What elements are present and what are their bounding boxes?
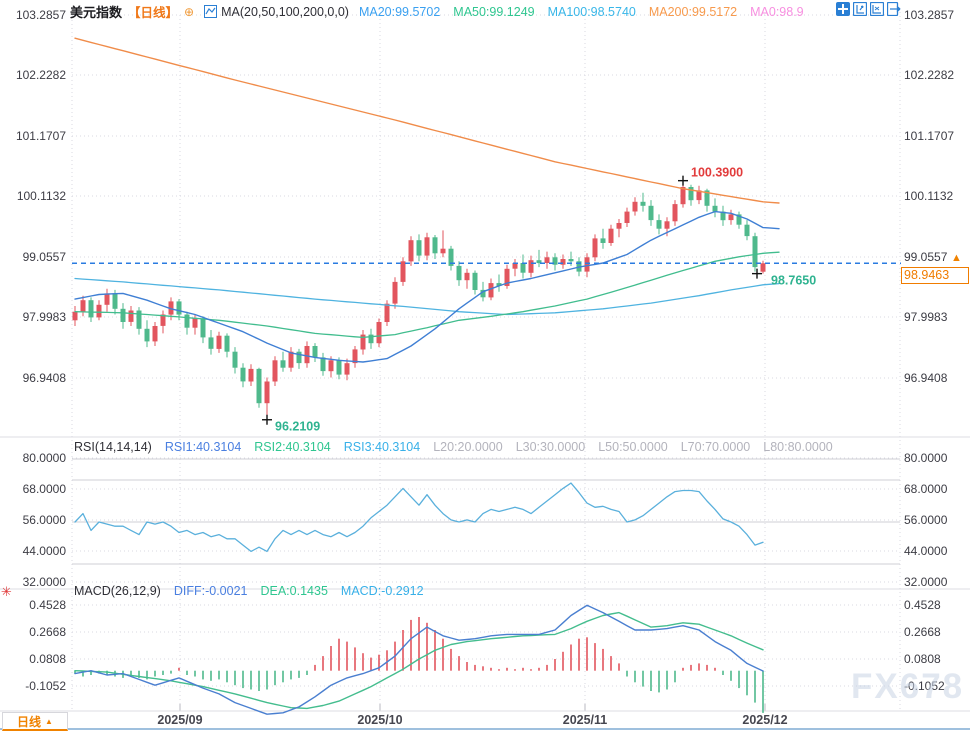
macd-axis-label-left: 0.4528 bbox=[29, 598, 66, 612]
rsi-axis-label-right: 80.0000 bbox=[904, 451, 948, 465]
rsi-axis-label-right: 68.0000 bbox=[904, 482, 948, 496]
price-axis-label-left: 101.1707 bbox=[16, 129, 66, 143]
macd-axis-label-right: 0.4528 bbox=[904, 598, 941, 612]
x-axis-zoom-icon[interactable] bbox=[870, 2, 884, 16]
ma-value-label: MA100:98.5740 bbox=[547, 4, 636, 19]
rsi-axis-label-right: 32.0000 bbox=[904, 575, 948, 589]
tab-daily[interactable]: 日线 ▲ bbox=[2, 712, 68, 731]
macd-values: DIFF:-0.0021 DEA:0.1435 MACD:-0.2912 bbox=[174, 584, 424, 598]
macd-value-label: DEA:0.1435 bbox=[260, 584, 328, 598]
current-price-box: 98.9463 bbox=[901, 267, 969, 284]
ma-indicator-icon[interactable] bbox=[204, 5, 218, 18]
rsi-level-label: L80:80.0000 bbox=[763, 440, 833, 454]
add-indicator-icon[interactable]: ⊕ bbox=[184, 4, 195, 19]
macd-axis-label-left: -0.1052 bbox=[25, 679, 66, 693]
price-axis-label-right: 103.2857 bbox=[904, 8, 954, 22]
ma-values: MA20:99.5702 MA50:99.1249 MA100:98.5740 MA2… bbox=[359, 5, 804, 19]
rsi-axis-label-left: 32.0000 bbox=[23, 575, 67, 589]
date-label: 2025/11 bbox=[563, 713, 608, 727]
price-axis-label-left: 100.1132 bbox=[17, 189, 66, 203]
date-label: 2025/12 bbox=[742, 713, 787, 727]
move-icon[interactable] bbox=[836, 2, 850, 16]
chart-controls bbox=[836, 2, 901, 16]
price-axis-label-left: 99.0557 bbox=[23, 250, 67, 264]
rsi-axis-label-left: 56.0000 bbox=[23, 513, 67, 527]
tab-arrow-icon: ▲ bbox=[45, 716, 53, 726]
price-axis-label-right: 97.9983 bbox=[904, 310, 948, 324]
extreme-cross-marker bbox=[752, 268, 762, 279]
date-label: 2025/10 bbox=[357, 713, 402, 727]
ma20-line bbox=[74, 210, 780, 363]
macd-histogram bbox=[74, 617, 764, 713]
price-axis-label-right: 100.1132 bbox=[904, 189, 953, 203]
rsi-levels: L20:20.0000 L30:30.0000 L50:50.0000 L70:70.… bbox=[433, 440, 833, 454]
shift-chart-icon[interactable] bbox=[887, 2, 901, 16]
rsi-level-label: L70:70.0000 bbox=[680, 440, 751, 454]
extreme-price-label: 96.2109 bbox=[275, 420, 320, 434]
price-axis-label-right: 99.0557 bbox=[904, 250, 948, 264]
red-asterisk-icon[interactable]: ✳ bbox=[1, 584, 12, 599]
rsi-level-label: L30:30.0000 bbox=[515, 440, 586, 454]
rsi-level-label: L50:50.0000 bbox=[598, 440, 668, 454]
extreme-cross-marker bbox=[262, 414, 272, 425]
rsi-value-label: RSI3:40.3104 bbox=[343, 440, 421, 454]
price-axis-label-left: 96.9408 bbox=[23, 371, 67, 385]
dea-line bbox=[74, 611, 764, 710]
rsi-level-label: L20:20.0000 bbox=[433, 440, 503, 454]
price-axis-label-right: 102.2282 bbox=[904, 68, 954, 82]
extreme-price-label: 100.3900 bbox=[691, 166, 743, 180]
ma-value-label: MA20:99.5702 bbox=[358, 4, 441, 19]
price-axis-label-left: 102.2282 bbox=[16, 68, 66, 82]
rsi-axis-label-left: 80.0000 bbox=[23, 451, 67, 465]
rsi-value-label: RSI1:40.3104 bbox=[164, 440, 242, 454]
rsi-axis-label-left: 44.0000 bbox=[23, 544, 67, 558]
price-axis-label-left: 103.2857 bbox=[16, 8, 66, 22]
macd-axis-label-left: 0.2668 bbox=[29, 625, 66, 639]
ma-value-label: MA0:98.9 bbox=[750, 4, 804, 19]
rsi-title: RSI(14,14,14) bbox=[74, 440, 152, 454]
ma-value-label: MA200:99.5172 bbox=[648, 4, 738, 19]
extreme-cross-marker bbox=[678, 175, 688, 186]
chart-header: 美元指数 【日线】 ⊕ MA(20,50,100,200,0,0) MA20:9… bbox=[70, 2, 804, 21]
ma100-line bbox=[74, 277, 780, 316]
macd-axis-label-right: 0.0808 bbox=[904, 652, 941, 666]
macd-axis-label-right: -0.1052 bbox=[904, 679, 945, 693]
ma50-line bbox=[74, 251, 780, 339]
bottom-border bbox=[0, 728, 970, 730]
symbol-title: 美元指数 bbox=[70, 5, 123, 20]
ma-settings-label: MA(20,50,100,200,0,0) bbox=[221, 4, 349, 19]
macd-value-label: MACD:-0.2912 bbox=[340, 584, 424, 598]
price-axis-label-left: 97.9983 bbox=[23, 310, 67, 324]
rsi-values: RSI1:40.3104 RSI2:40.3104 RSI3:40.3104 bbox=[165, 440, 420, 454]
watermark: FX678 bbox=[851, 667, 965, 706]
y-axis-zoom-icon[interactable] bbox=[853, 2, 867, 16]
period-tag: 【日线】 bbox=[128, 6, 179, 20]
rsi-axis-label-left: 68.0000 bbox=[23, 482, 67, 496]
ma-value-label: MA50:99.1249 bbox=[453, 4, 535, 19]
macd-title: MACD(26,12,9) bbox=[74, 584, 161, 598]
diff-line bbox=[74, 604, 764, 715]
rsi-axis-label-right: 56.0000 bbox=[904, 513, 948, 527]
ma200-line bbox=[74, 37, 780, 204]
rsi-header: RSI(14,14,14) RSI1:40.3104 RSI2:40.3104 RS… bbox=[74, 440, 833, 454]
macd-axis-label-right: 0.2668 bbox=[904, 625, 941, 639]
rsi-line bbox=[74, 482, 764, 553]
candlestick-series bbox=[72, 180, 766, 420]
macd-value-label: DIFF:-0.0021 bbox=[173, 584, 248, 598]
tab-daily-label: 日线 bbox=[17, 714, 42, 729]
date-label: 2025/09 bbox=[157, 713, 202, 727]
rsi-axis-label-right: 44.0000 bbox=[904, 544, 948, 558]
macd-axis-label-left: 0.0808 bbox=[29, 652, 66, 666]
extreme-price-label: 98.7650 bbox=[771, 274, 816, 288]
macd-header: MACD(26,12,9) DIFF:-0.0021 DEA:0.1435 MACD… bbox=[74, 584, 424, 598]
price-axis-label-right: 96.9408 bbox=[904, 371, 948, 385]
rsi-value-label: RSI2:40.3104 bbox=[254, 440, 331, 454]
price-up-arrow-icon: ▲ bbox=[951, 252, 962, 264]
price-axis-label-right: 101.1707 bbox=[904, 129, 954, 143]
